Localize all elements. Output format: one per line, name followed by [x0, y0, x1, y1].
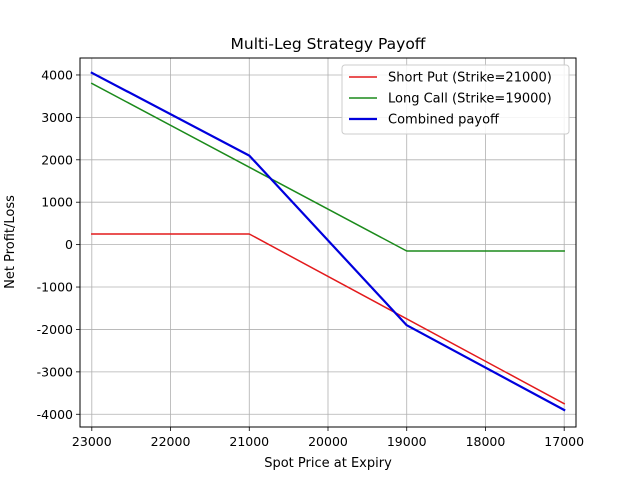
y-axis-ticks: -4000 -3000 -2000 -1000 0 1000 2000 3000 4000	[37, 67, 80, 422]
legend-label: Long Call (Strike=19000)	[388, 92, 552, 107]
y-tick-label: 3000	[41, 110, 73, 125]
y-tick-label: -2000	[37, 322, 73, 337]
x-tick-label: 20000	[308, 434, 348, 449]
series-line-1	[91, 233, 566, 405]
y-tick-label: 2000	[41, 152, 73, 167]
x-axis-label: Spot Price at Expiry	[264, 456, 392, 471]
series-line-3	[90, 71, 566, 412]
legend: Short Put (Strike=21000) Long Call (Strik…	[341, 64, 570, 135]
x-tick-label: 17000	[544, 434, 584, 449]
y-tick-label: 0	[65, 237, 73, 252]
grid-lines	[80, 58, 576, 427]
y-tick-label: -1000	[37, 280, 73, 295]
y-tick-label: -3000	[37, 364, 73, 379]
y-tick-label: 1000	[41, 195, 73, 210]
x-tick-label: 22000	[151, 434, 191, 449]
series-layer	[90, 71, 566, 412]
x-tick-label: 23000	[72, 434, 112, 449]
legend-label: Short Put (Strike=21000)	[388, 71, 552, 86]
legend-label: Combined payoff	[388, 113, 500, 128]
legend-box	[341, 64, 570, 135]
y-tick-label: 4000	[41, 67, 73, 82]
y-tick-label: -4000	[37, 407, 73, 422]
x-axis-ticks: 23000 22000 21000 20000 19000 18000 17000	[72, 427, 584, 449]
x-tick-label: 19000	[387, 434, 427, 449]
y-axis-label: Net Profit/Loss	[3, 195, 18, 289]
chart-title: Multi-Leg Strategy Payoff	[231, 35, 426, 53]
x-tick-label: 21000	[229, 434, 269, 449]
series-line-2	[90, 82, 565, 252]
x-tick-label: 18000	[466, 434, 506, 449]
